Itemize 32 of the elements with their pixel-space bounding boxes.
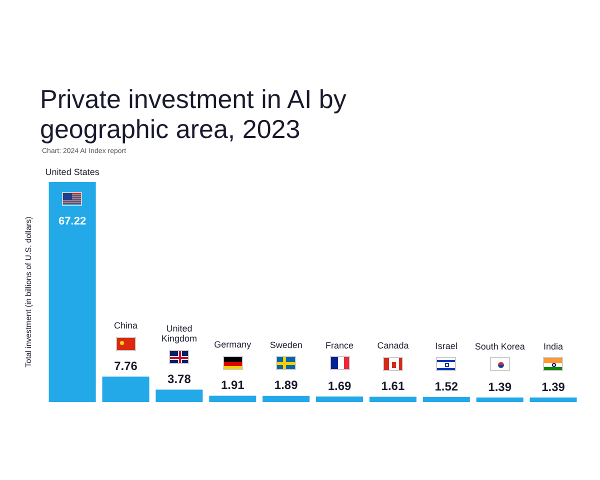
bar [422, 397, 470, 402]
data-label: 1.69 [328, 378, 352, 393]
data-label: 1.52 [434, 379, 458, 394]
x-tick-label: United States [45, 166, 100, 177]
data-label: 1.91 [220, 378, 245, 392]
data-label: 1.61 [381, 379, 405, 394]
data-label: 3.78 [168, 372, 192, 386]
bar [48, 182, 96, 402]
y-axis-title: Total investment (in billions of U.S. dollars) [24, 216, 34, 368]
bar [476, 397, 524, 402]
bar [102, 376, 150, 402]
x-tick-label: France [326, 340, 354, 350]
x-tick-label: Canada [377, 340, 409, 351]
x-tick-label: Israel [435, 341, 458, 352]
bar [316, 396, 364, 402]
x-tick-label: South Korea [474, 341, 525, 352]
x-tick-label: United Kingdom [161, 324, 197, 344]
bar [156, 390, 203, 402]
x-tick-label: India [544, 341, 564, 352]
data-label: 1.89 [274, 378, 298, 392]
data-label: 1.39 [488, 380, 512, 394]
data-label: 67.22 [58, 216, 86, 228]
bar [262, 396, 310, 402]
x-tick-label: China [114, 320, 138, 331]
data-label: 7.76 [114, 358, 138, 373]
bar [530, 397, 577, 402]
chart-title: Private investment in AI by geographic area, 2023 [40, 84, 348, 144]
x-tick-label: Sweden [270, 340, 302, 350]
data-label: 1.39 [542, 380, 566, 394]
bar [369, 396, 416, 402]
x-tick-label: Germany [214, 340, 252, 350]
bar [209, 396, 256, 402]
